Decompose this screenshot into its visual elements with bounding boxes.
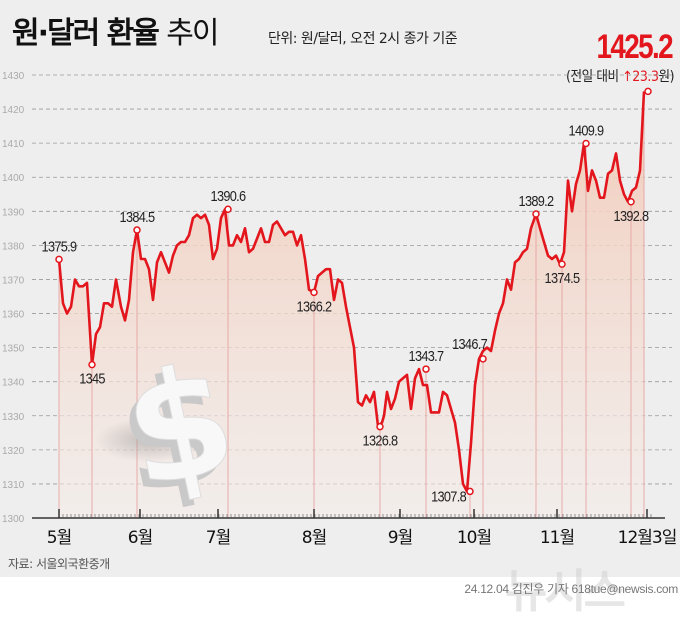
data-label: 1343.7 bbox=[409, 347, 445, 364]
x-tick-label: 12월3일 bbox=[618, 528, 677, 548]
y-tick-label: 1350 bbox=[2, 344, 25, 355]
credit-note: 24.12.04 김진우 기자 618tue@newsis.com bbox=[464, 582, 678, 596]
x-tick-label: 5월 bbox=[47, 528, 71, 548]
source-note: 자료: 서울외국환중개 bbox=[8, 557, 110, 571]
chart-title: 원·달러 환율 추이 bbox=[12, 8, 220, 52]
x-tick-label: 6월 bbox=[128, 528, 152, 548]
x-tick-label: 8월 bbox=[302, 528, 326, 548]
area-fill bbox=[59, 91, 644, 519]
x-tick-label: 7월 bbox=[206, 528, 230, 548]
x-tick-label: 11월 bbox=[540, 528, 574, 548]
data-label: 1390.6 bbox=[211, 187, 247, 204]
change-note: (전일 대비 ↑23.3원) bbox=[565, 66, 675, 86]
y-tick-label: 1360 bbox=[2, 310, 25, 321]
data-label: 1409.9 bbox=[569, 121, 605, 138]
exchange-rate-line bbox=[57, 91, 646, 493]
data-label: 1374.5 bbox=[545, 269, 581, 286]
y-tick-label: 1370 bbox=[2, 275, 25, 286]
data-label: 1375.9 bbox=[42, 237, 78, 254]
month-lines bbox=[58, 91, 645, 518]
x-tick-label: 9월 bbox=[388, 528, 412, 548]
watermark-logo: 뉴시스 bbox=[505, 564, 626, 618]
y-tick-label: 1340 bbox=[2, 378, 25, 389]
change-value: 23.3 bbox=[632, 69, 659, 85]
y-tick-label: 1430 bbox=[2, 71, 25, 82]
x-tick-label: 10월 bbox=[457, 528, 491, 548]
data-label: 1307.8 bbox=[431, 487, 467, 504]
y-tick-label: 1420 bbox=[2, 105, 25, 116]
y-tick-label: 1330 bbox=[2, 412, 25, 423]
y-tick-label: 1310 bbox=[2, 480, 25, 491]
line-chart: 1300 1310 1320 1330 1340 1350 1360 1370 1380 1390… bbox=[2, 71, 677, 548]
y-tick-label: 1410 bbox=[2, 139, 25, 150]
y-tick-label: 1380 bbox=[2, 241, 25, 252]
data-label: 1389.2 bbox=[519, 192, 555, 209]
title-bold: 원·달러 환율 bbox=[12, 16, 160, 51]
y-tick-label: 1400 bbox=[2, 173, 25, 184]
data-label: 1366.2 bbox=[297, 297, 333, 314]
data-label: 1345 bbox=[79, 370, 106, 387]
x-axis: 5월 6월 7월 8월 9월 10월 11월 12월3일 bbox=[32, 509, 677, 548]
y-tick-label: 1390 bbox=[2, 207, 25, 218]
data-label: 1392.8 bbox=[614, 207, 650, 224]
y-tick-label: 1320 bbox=[2, 446, 25, 457]
change-suffix: 원) bbox=[658, 69, 674, 85]
data-label: 1346.7 bbox=[452, 335, 488, 352]
latest-value: 1425.2 bbox=[596, 28, 674, 66]
title-light: 추이 bbox=[166, 16, 219, 51]
change-prefix: (전일 대비 bbox=[565, 69, 623, 85]
y-tick-label: 1300 bbox=[2, 514, 25, 525]
up-arrow-icon: ↑ bbox=[622, 69, 633, 85]
data-label: 1384.5 bbox=[120, 208, 156, 225]
unit-note: 단위: 원/달러, 오전 2시 종가 기준 bbox=[268, 31, 458, 47]
data-label: 1326.8 bbox=[363, 432, 399, 449]
value-markers: 1375.9 1345 1384.5 1390.6 1366.2 1326.8 1343.7… bbox=[42, 87, 652, 505]
